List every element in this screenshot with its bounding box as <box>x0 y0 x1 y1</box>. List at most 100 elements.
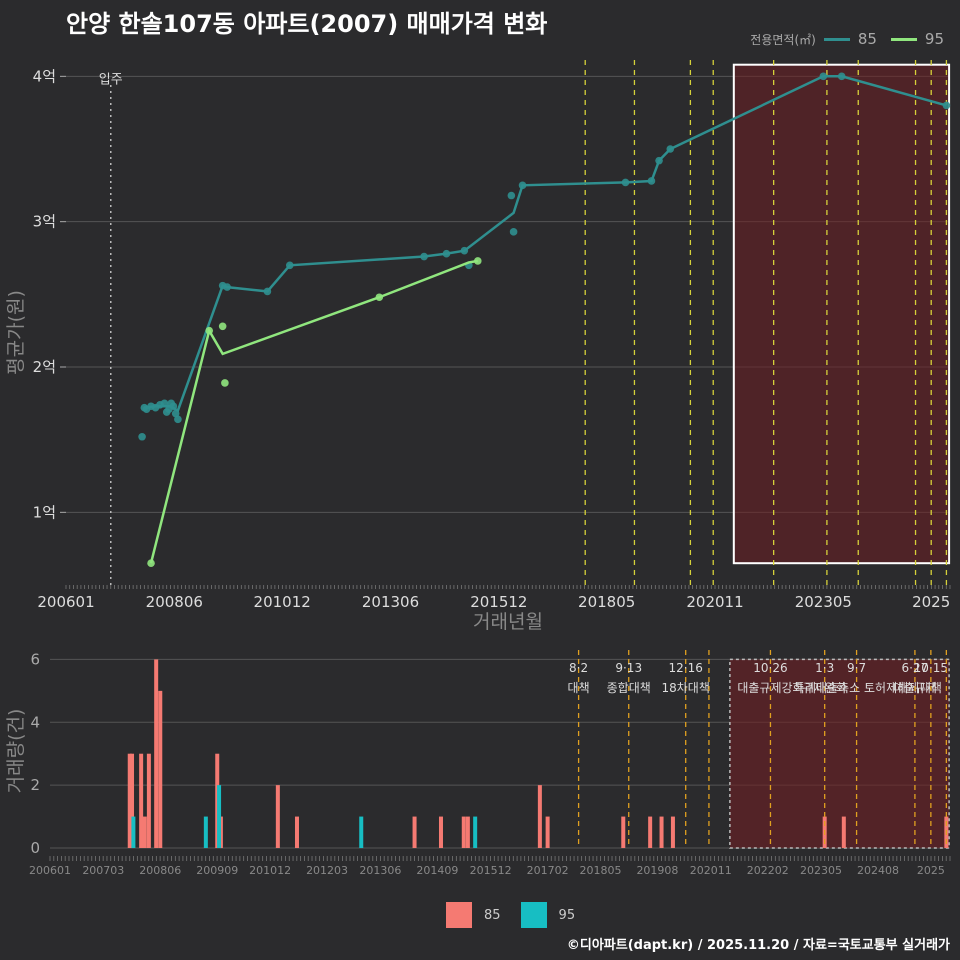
footer-credit: ©디아파트(dapt.kr) / 2025.11.20 / 자료=국토교통부 실… <box>566 938 950 953</box>
bar-x-tick-label: 201512 <box>470 864 512 877</box>
bar-x-tick-label: 200909 <box>196 864 238 877</box>
data-point-95 <box>147 559 155 567</box>
data-point-95 <box>375 293 384 302</box>
policy-date: 10·15 <box>914 661 948 675</box>
legend-label-95: 95 <box>924 30 944 48</box>
series-line-95 <box>149 259 479 564</box>
bar-95 <box>131 816 136 848</box>
bar-95 <box>203 816 208 848</box>
data-point-85 <box>507 191 516 200</box>
policy-date: 12·16 <box>669 661 703 675</box>
bar-legend-swatch-85 <box>446 902 472 928</box>
data-point-85 <box>518 181 527 190</box>
policy-date: 1·3 <box>815 661 834 675</box>
data-point-95 <box>218 322 227 331</box>
legend-swatch-95 <box>890 37 917 41</box>
data-point-85 <box>942 101 951 110</box>
y-axis-title: 평균가(원) <box>5 290 27 375</box>
bar-y-tick-label: 4 <box>30 713 40 731</box>
policy-label: 종합대책 <box>607 680 651 695</box>
move-in-label: 입주 <box>99 72 123 87</box>
page-title: 안양 한솔107동 아파트(2007) 매매가격 변화 <box>66 10 548 38</box>
bar-85 <box>130 753 135 848</box>
data-point-85 <box>666 145 675 153</box>
bar-85 <box>127 753 132 848</box>
data-point-95 <box>205 326 214 335</box>
legend-label-85: 85 <box>857 30 877 48</box>
data-point-85 <box>285 261 294 270</box>
data-point-95 <box>473 257 482 265</box>
x-tick-label: 201012 <box>254 593 311 611</box>
policy-label: 대출규제 <box>893 681 937 695</box>
y-tick-label: 4억 <box>33 67 56 85</box>
data-point-85 <box>174 415 182 424</box>
bar-x-tick-label: 201908 <box>636 864 678 877</box>
x-tick-label: 201805 <box>578 593 635 611</box>
bar-x-tick-label: 201203 <box>306 864 348 877</box>
data-point-85 <box>509 228 518 236</box>
bar-95 <box>217 785 222 848</box>
bar-85 <box>412 816 417 848</box>
bar-85 <box>841 816 846 848</box>
bar-85 <box>465 816 470 848</box>
data-point-85 <box>442 249 451 258</box>
bar-85 <box>139 753 144 848</box>
policy-date: 8·2 <box>569 661 588 675</box>
data-point-85 <box>138 432 146 441</box>
y-tick-label: 3억 <box>33 213 56 231</box>
policy-label: 대책 <box>568 680 590 695</box>
bar-x-tick-label: 202011 <box>690 864 732 877</box>
bar-85 <box>621 816 626 848</box>
bar-85 <box>438 816 443 848</box>
policy-date: 10·26 <box>753 661 787 675</box>
x-tick-label: 200601 <box>37 593 94 611</box>
bar-x-tick-label: 201409 <box>416 864 458 877</box>
data-point-85 <box>171 409 180 418</box>
data-point-85 <box>819 72 828 81</box>
data-point-95 <box>221 379 229 387</box>
bar-85 <box>670 816 675 848</box>
data-point-85 <box>647 177 656 185</box>
bar-85 <box>648 816 653 848</box>
data-point-85 <box>169 402 178 411</box>
bar-highlight-region <box>729 658 950 849</box>
bar-85 <box>294 816 299 848</box>
bar-x-tick-label: 202408 <box>857 864 899 877</box>
legend-swatch-85 <box>823 37 850 41</box>
x-tick-label: 202011 <box>686 593 743 611</box>
legend-title: 전용면적(㎡) <box>750 32 816 47</box>
bar-legend: 85 95 <box>446 902 583 928</box>
x-tick-label: 202305 <box>795 593 852 611</box>
data-point-85 <box>460 246 469 255</box>
bar-legend-swatch-95 <box>520 902 547 928</box>
policy-label: 18차대책 <box>662 680 710 695</box>
x-axis-title: 거래년월 <box>473 611 543 633</box>
bar-85 <box>461 816 466 848</box>
data-point-85 <box>420 252 428 261</box>
policy-label: 대책 <box>920 680 942 695</box>
highlight-region <box>732 63 951 565</box>
bar-x-tick-label: 202202 <box>747 864 789 877</box>
bar-85 <box>545 816 550 848</box>
data-point-85 <box>837 72 846 81</box>
bar-y-tick-label: 2 <box>30 776 40 794</box>
policy-label: 특례대출축소 토허제해제 <box>794 681 919 695</box>
policy-date: 9·7 <box>847 661 866 675</box>
x-tick-label: 201306 <box>362 593 419 611</box>
bar-y-tick-label: 6 <box>30 650 40 668</box>
bar-95 <box>359 816 364 848</box>
policy-label: 규제완화 <box>803 681 847 695</box>
x-tick-label: 2025 <box>912 593 950 611</box>
policy-date: 9·13 <box>615 661 642 675</box>
bar-x-tick-label: 200601 <box>29 864 71 877</box>
bar-x-tick-label: 2025 <box>917 864 945 877</box>
data-point-85 <box>160 399 169 408</box>
policy-label: 대출규제강화 <box>737 681 803 695</box>
bar-85 <box>146 753 151 848</box>
data-point-85 <box>621 178 630 187</box>
policy-date: 6·27 <box>902 661 929 675</box>
data-point-85 <box>263 287 272 296</box>
legend: 전용면적(㎡) 85 95 <box>750 30 950 48</box>
bar-85 <box>142 816 147 848</box>
